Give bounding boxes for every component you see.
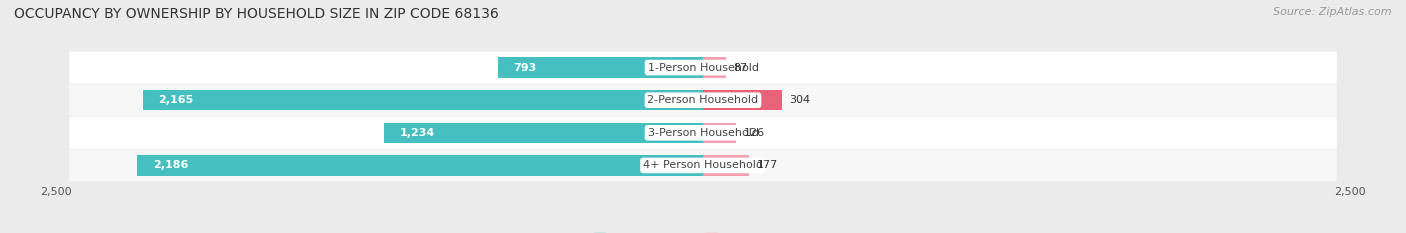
Text: 2,165: 2,165: [159, 95, 194, 105]
Text: 1-Person Household: 1-Person Household: [648, 63, 758, 72]
Bar: [703, 155, 749, 175]
Text: Source: ZipAtlas.com: Source: ZipAtlas.com: [1274, 7, 1392, 17]
Text: 793: 793: [513, 63, 537, 72]
Bar: [703, 123, 735, 143]
Text: 1,234: 1,234: [399, 128, 434, 138]
FancyBboxPatch shape: [69, 117, 1337, 149]
Bar: [143, 90, 703, 110]
Bar: [703, 90, 782, 110]
Text: 87: 87: [734, 63, 748, 72]
Text: 177: 177: [756, 161, 778, 170]
Bar: [384, 123, 703, 143]
FancyBboxPatch shape: [69, 149, 1337, 182]
Text: 4+ Person Household: 4+ Person Household: [643, 161, 763, 170]
FancyBboxPatch shape: [69, 51, 1337, 84]
Text: 3-Person Household: 3-Person Household: [648, 128, 758, 138]
Text: 304: 304: [789, 95, 810, 105]
Text: 126: 126: [744, 128, 765, 138]
Text: 2,186: 2,186: [153, 161, 188, 170]
Bar: [138, 155, 703, 175]
Bar: [703, 58, 725, 78]
Text: 2-Person Household: 2-Person Household: [647, 95, 759, 105]
Bar: [498, 58, 703, 78]
FancyBboxPatch shape: [69, 84, 1337, 116]
Text: OCCUPANCY BY OWNERSHIP BY HOUSEHOLD SIZE IN ZIP CODE 68136: OCCUPANCY BY OWNERSHIP BY HOUSEHOLD SIZE…: [14, 7, 499, 21]
Legend: Owner-occupied, Renter-occupied: Owner-occupied, Renter-occupied: [589, 229, 817, 233]
